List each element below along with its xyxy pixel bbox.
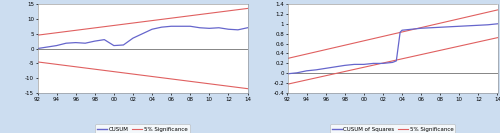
Legend: CUSUM, 5% Significance: CUSUM, 5% Significance <box>95 124 190 133</box>
Legend: CUSUM of Squares, 5% Significance: CUSUM of Squares, 5% Significance <box>330 124 456 133</box>
